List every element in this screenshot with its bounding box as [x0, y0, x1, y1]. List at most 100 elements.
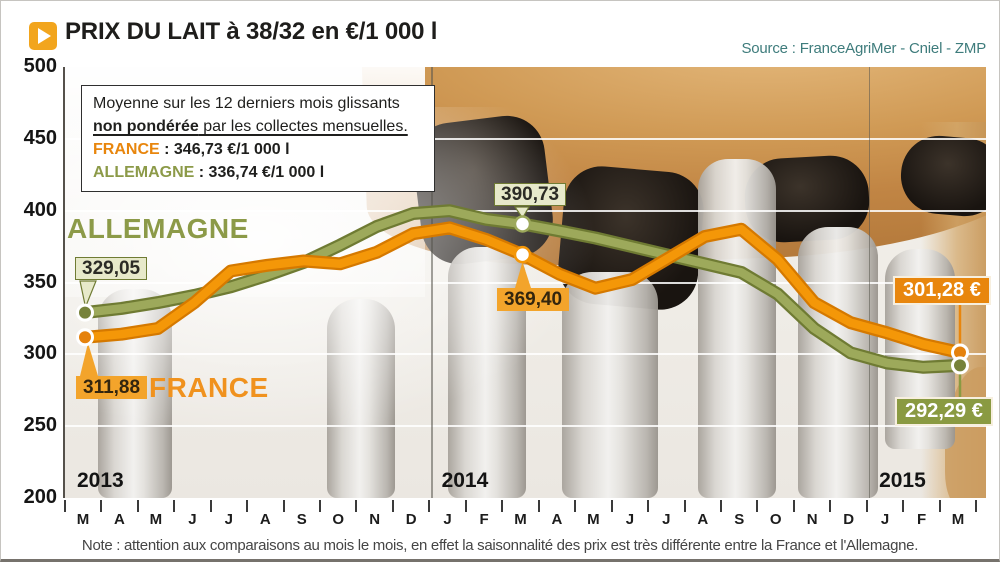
page-title: PRIX DU LAIT à 38/32 en €/1 000 l — [65, 18, 438, 45]
allemagne-series-label: ALLEMAGNE — [67, 213, 249, 244]
france-end-value: 301,28 € — [893, 276, 991, 305]
year-divider — [431, 67, 433, 498]
x-tick — [720, 500, 723, 512]
gridline-450 — [65, 137, 986, 140]
x-month-label: J — [880, 511, 890, 528]
x-month-label: F — [479, 511, 489, 528]
x-tick — [318, 500, 321, 512]
legend-france-label: FRANCE — [93, 141, 160, 158]
year-divider — [868, 67, 871, 498]
legend-allemagne-value: : 336,74 €/1 000 l — [194, 164, 325, 181]
x-tick — [537, 500, 540, 512]
x-tick — [173, 500, 176, 512]
x-tick — [282, 500, 285, 512]
france-mid-value: 369,40 — [497, 288, 570, 311]
x-month-label: N — [369, 511, 381, 528]
x-tick — [574, 500, 577, 512]
x-month-label: D — [405, 511, 417, 528]
gridline-250 — [65, 425, 986, 428]
x-month-label: A — [114, 511, 125, 528]
y-tick-label: 350 — [23, 270, 57, 293]
x-month-label: J — [188, 511, 197, 528]
x-month-label: O — [332, 511, 345, 528]
x-tick — [428, 500, 431, 512]
x-month-label: A — [551, 511, 563, 528]
x-month-label: A — [259, 511, 271, 528]
legend-line-1: Moyenne sur les 12 derniers mois glissan… — [93, 95, 400, 112]
france-marker-12 — [513, 245, 532, 264]
y-tick-label: 450 — [23, 126, 57, 149]
x-month-label: M — [514, 511, 527, 528]
x-tick — [209, 500, 212, 512]
gridline-300 — [65, 353, 986, 356]
x-tick — [829, 500, 832, 512]
x-month-label: M — [587, 511, 600, 528]
legend-allemagne-line: ALLEMAGNE : 336,74 €/1 000 l — [93, 161, 423, 184]
allemagne-end-value: 292,29 € — [895, 397, 993, 426]
x-month-label: D — [843, 511, 855, 528]
x-month-label: M — [149, 511, 163, 528]
legend-line-2: non pondérée par les collectes mensuelle… — [93, 115, 423, 138]
x-tick — [792, 500, 795, 512]
y-tick-label: 300 — [23, 342, 57, 365]
y-tick-label: 500 — [23, 55, 57, 77]
year-label: 2015 — [879, 469, 926, 492]
x-month-label: F — [916, 511, 927, 528]
play-icon — [29, 22, 57, 50]
photo-steel-cylinder — [698, 159, 776, 498]
x-month-label: M — [76, 511, 90, 528]
x-month-label: M — [951, 511, 965, 528]
x-month-label: O — [769, 511, 782, 528]
footnote: Note : attention aux comparaisons au moi… — [81, 537, 919, 554]
legend-france-line: FRANCE : 346,73 €/1 000 l — [93, 138, 423, 161]
legend-allemagne-label: ALLEMAGNE — [93, 164, 195, 181]
allemagne-marker-24 — [951, 356, 969, 375]
x-tick — [100, 500, 103, 512]
x-tick — [902, 500, 905, 512]
allemagne-start-value: 329,05 — [75, 257, 148, 280]
france-start-tail — [80, 343, 98, 376]
x-tick — [355, 500, 358, 512]
x-tick — [683, 500, 686, 512]
x-tick — [756, 500, 759, 512]
x-tick — [938, 500, 941, 512]
france-mid-tail — [515, 262, 531, 288]
x-tick — [610, 500, 613, 512]
x-month-label: J — [662, 511, 671, 528]
allemagne-mid-tail — [513, 206, 531, 220]
source-credit: Source : FranceAgriMer - Cniel - ZMP — [741, 40, 986, 57]
y-tick-label: 400 — [23, 198, 57, 221]
x-tick — [136, 500, 139, 512]
x-tick — [63, 500, 66, 512]
x-tick — [865, 500, 868, 512]
x-tick — [391, 500, 394, 512]
x-month-label: N — [806, 511, 818, 528]
x-tick — [501, 500, 504, 512]
year-label: 2014 — [441, 469, 489, 492]
x-tick — [975, 500, 978, 512]
x-month-label: A — [697, 511, 709, 528]
legend-line-2-bold: non pondérée — [93, 118, 199, 135]
x-tick — [464, 500, 467, 512]
legend-box: Moyenne sur les 12 derniers mois glissan… — [81, 85, 435, 192]
plot-area: ALLEMAGNE FRANCE 329,05 311,88 390,73 36… — [63, 67, 993, 498]
x-month-label: J — [224, 511, 233, 528]
x-month-label: J — [625, 511, 635, 528]
x-tick — [246, 500, 249, 512]
x-month-label: S — [296, 511, 307, 528]
allemagne-mid-value: 390,73 — [494, 183, 567, 206]
x-month-label: J — [443, 511, 452, 528]
france-marker-0 — [76, 328, 94, 347]
price-lines-chart — [76, 204, 969, 397]
legend-line-2-rest: par les collectes mensuelles. — [198, 118, 408, 135]
allemagne-start-tail — [79, 280, 97, 310]
x-tick — [647, 500, 650, 512]
allemagne-marker-12 — [513, 215, 532, 233]
y-tick-label: 200 — [23, 486, 57, 508]
allemagne-marker-0 — [76, 303, 94, 322]
legend-france-value: : 346,73 €/1 000 l — [159, 141, 290, 158]
y-tick-label: 250 — [23, 414, 57, 437]
france-series-label: FRANCE — [149, 372, 269, 403]
